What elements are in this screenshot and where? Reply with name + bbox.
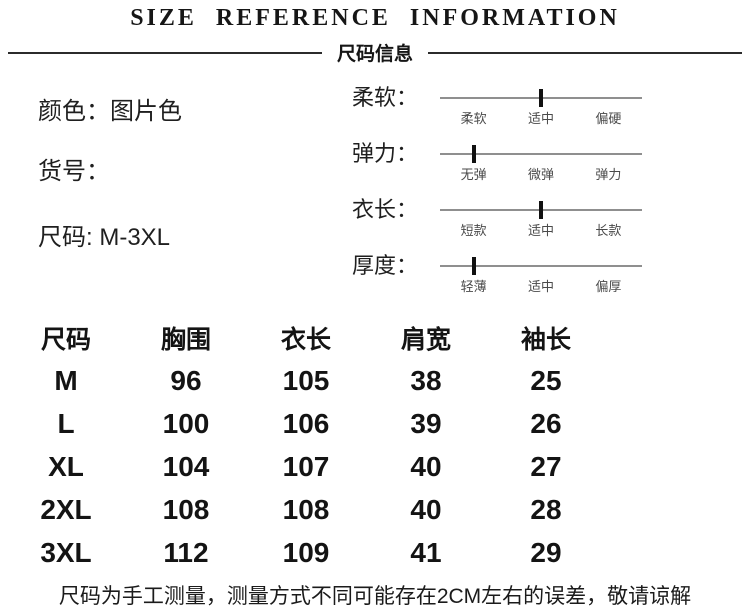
scale-tick-labels: 轻薄 适中 偏厚 — [440, 276, 642, 295]
size-table-cell: 105 — [282, 364, 330, 396]
size-table-cell: 100 — [162, 407, 210, 439]
scale-tick-label: 适中 — [527, 279, 554, 294]
size-table-cell: 40 — [410, 493, 442, 525]
product-color: 颜色：图片色 — [38, 98, 182, 125]
size-table-cell: 108 — [282, 493, 330, 525]
scale-tick-label: 适中 — [527, 111, 554, 126]
size-table-cell: 27 — [530, 450, 562, 482]
scale-track-area: 柔软 适中 偏硬 — [440, 76, 642, 132]
scale-tick-labels: 柔软 适中 偏硬 — [440, 108, 642, 127]
product-info-section: 颜色：图片色 货号： 尺码: M-3XL 柔软： 柔软 适中 偏硬 弹力： 无弹 微弹 弹力衣… — [0, 74, 750, 300]
size-table-cell: 107 — [282, 450, 330, 482]
size-table-cell: 2XL — [40, 493, 92, 525]
scale-label: 弹力： — [352, 141, 419, 166]
scale-tick-label: 短款 — [460, 223, 487, 238]
scale-track-area: 无弹 微弹 弹力 — [440, 132, 642, 188]
scale-label: 柔软： — [352, 85, 419, 110]
scale-track-line — [440, 89, 642, 107]
size-table-cell: 3XL — [40, 536, 92, 568]
scale-label: 厚度： — [352, 253, 419, 278]
page-title: SIZE REFERENCE INFORMATION — [130, 5, 620, 31]
scale-tick-label: 偏硬 — [595, 111, 622, 126]
scale-tick-label: 长款 — [595, 223, 622, 238]
scale-tick-label: 弹力 — [595, 167, 622, 182]
size-table-header-cell: 胸围 — [160, 325, 211, 354]
scale-tick-label: 柔软 — [460, 111, 487, 126]
scale-marker — [539, 201, 543, 219]
size-table-cell: M — [54, 364, 78, 396]
scale-marker — [472, 257, 477, 275]
attribute-scale-thickness: 厚度： 轻薄 适中 偏厚 — [352, 244, 750, 300]
size-table-header-cell: 衣长 — [280, 325, 331, 354]
size-table: 尺码 胸围 衣长 肩宽 袖长 M 96 105 38 25 L 100 106 39 26 XL 104 107 4… — [6, 316, 610, 574]
size-table-cell: 112 — [163, 536, 209, 568]
divider-line-left — [8, 51, 322, 54]
size-table-row: 2XL 108 108 40 28 — [6, 488, 610, 531]
size-table-cell: 108 — [162, 493, 210, 525]
size-table-cell: L — [57, 407, 75, 439]
size-table-header-cell: 肩宽 — [400, 325, 451, 354]
size-table-cell: 39 — [410, 407, 442, 439]
attribute-scale-softness: 柔软： 柔软 适中 偏硬 — [352, 76, 750, 132]
size-table-cell: 109 — [282, 536, 330, 568]
attribute-scale-elasticity: 弹力： 无弹 微弹 弹力 — [352, 132, 750, 188]
size-table-cell: 104 — [162, 450, 210, 482]
product-size-range: 尺码: M-3XL — [38, 224, 171, 251]
divider-line-right — [428, 51, 743, 54]
size-table-cell: XL — [48, 450, 84, 482]
product-info-text: 颜色：图片色 货号： 尺码: M-3XL — [0, 74, 352, 300]
size-table-row: 3XL 112 109 41 29 — [6, 531, 610, 574]
scale-tick-label: 偏厚 — [595, 279, 622, 294]
attribute-scales: 柔软： 柔软 适中 偏硬 弹力： 无弹 微弹 弹力 衣长： 短款 适中 长款 厚度： 轻薄 适中 偏厚 — [352, 74, 750, 300]
size-table-row: L 100 106 39 26 — [6, 402, 610, 445]
size-table-header-row: 尺码 胸围 衣长 肩宽 袖长 — [6, 316, 610, 359]
size-table-cell: 26 — [530, 407, 562, 439]
scale-track-area: 轻薄 适中 偏厚 — [440, 244, 642, 300]
scale-track-area: 短款 适中 长款 — [440, 188, 642, 244]
size-table-header-cell: 袖长 — [520, 325, 571, 354]
page-subtitle: 尺码信息 — [337, 44, 414, 65]
size-table-cell: 38 — [410, 364, 442, 396]
size-table-header-cell: 尺码 — [40, 325, 91, 354]
size-reference-page: SIZE REFERENCE INFORMATION 尺码信息 颜色：图片色 货… — [0, 5, 750, 608]
size-table-cell: 96 — [170, 364, 202, 396]
scale-tick-labels: 短款 适中 长款 — [440, 220, 642, 239]
scale-track-line — [440, 257, 642, 275]
scale-tick-label: 轻薄 — [460, 279, 487, 294]
size-table-cell: 28 — [530, 493, 562, 525]
scale-tick-labels: 无弹 微弹 弹力 — [440, 164, 642, 183]
scale-track-line — [440, 201, 642, 219]
size-table-cell: 40 — [410, 450, 442, 482]
disclaimer-text: 尺码为手工测量，测量方式不同可能存在2CM左右的误差，敬请谅解 — [58, 585, 692, 608]
size-table-row: M 96 105 38 25 — [6, 359, 610, 402]
size-table-cell: 25 — [530, 364, 562, 396]
scale-label: 衣长： — [352, 197, 419, 222]
scale-tick-label: 无弹 — [460, 167, 487, 182]
scale-marker — [539, 89, 543, 107]
scale-tick-label: 微弹 — [527, 167, 554, 182]
scale-marker — [472, 145, 477, 163]
scale-tick-label: 适中 — [527, 223, 554, 238]
size-table-cell: 106 — [282, 407, 330, 439]
scale-track-line — [440, 145, 642, 163]
subtitle-divider: 尺码信息 — [0, 39, 750, 66]
size-table-cell: 29 — [530, 536, 562, 568]
size-table-cell: 41 — [410, 536, 442, 568]
size-table-row: XL 104 107 40 27 — [6, 445, 610, 488]
attribute-scale-garment-length: 衣长： 短款 适中 长款 — [352, 188, 750, 244]
product-item-number: 货号： — [38, 158, 110, 185]
